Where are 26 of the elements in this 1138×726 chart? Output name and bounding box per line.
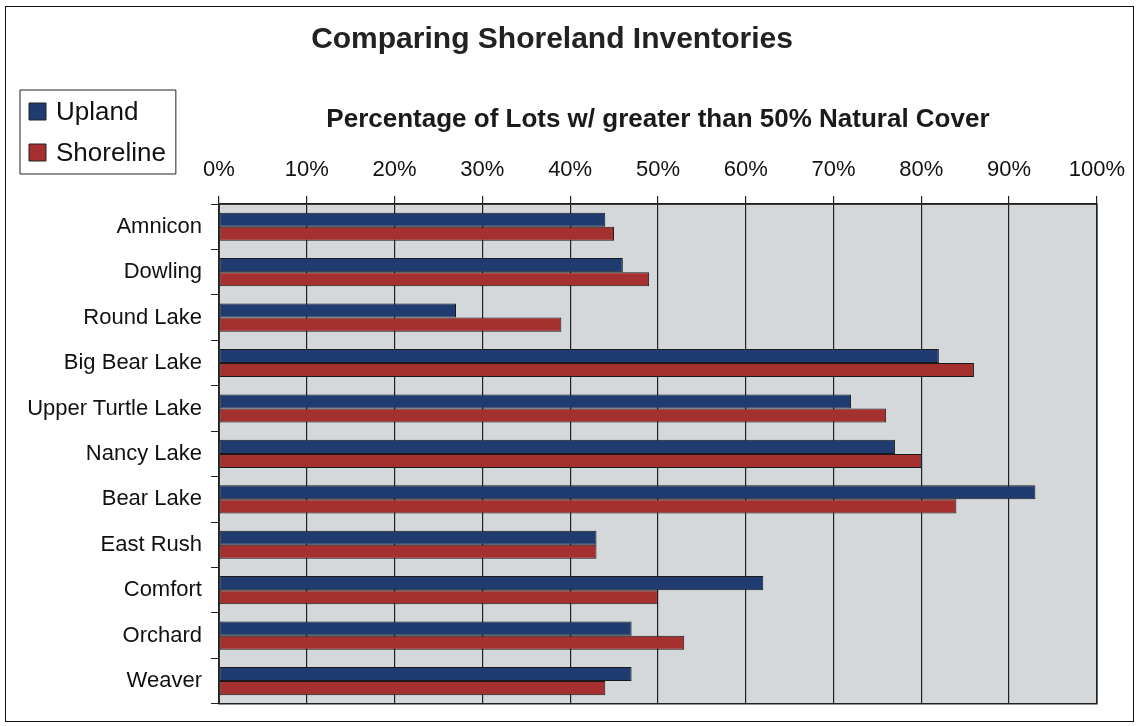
x-tick-label: 0% [203,155,235,181]
y-tick-label: Comfort [123,576,202,602]
y-tick-label: Weaver [126,667,202,693]
x-axis-title: Percentage of Lots w/ greater than 50% Natural Cover [326,102,990,133]
x-tick-label: 10% [284,155,329,181]
y-tick-label: East Rush [100,530,202,556]
y-tick-label: Bear Lake [101,485,202,511]
chart-title: Comparing Shoreland Inventories [311,21,793,55]
y-tick-label: Upper Turtle Lake [27,394,202,420]
x-tick-label: 80% [899,155,944,181]
x-tick-label: 50% [635,155,680,181]
y-tick-label: Orchard [122,621,202,647]
y-tick-label: Nancy Lake [85,439,202,465]
x-tick-label: 70% [811,155,856,181]
x-tick-label: 30% [460,155,505,181]
y-tick-label: Big Bear Lake [63,349,202,375]
legend-label: Shoreline [56,136,166,167]
x-tick-label: 100% [1068,155,1126,181]
x-tick-label: 20% [372,155,417,181]
y-tick-label: Round Lake [83,303,202,329]
y-tick-label: Amnicon [116,212,202,238]
x-tick-label: 60% [723,155,768,181]
y-tick-label: Dowling [123,258,202,284]
x-tick-label: 90% [987,155,1032,181]
x-tick-label: 40% [548,155,593,181]
legend-label: Upland [56,95,139,126]
